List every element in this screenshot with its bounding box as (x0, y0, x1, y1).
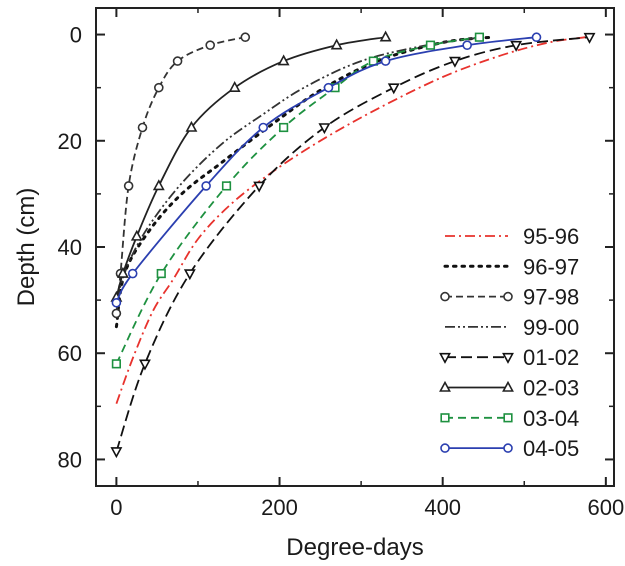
data-point (127, 268, 138, 279)
legend-marker (440, 291, 450, 302)
series-line-95-96 (115, 36, 586, 405)
data-point (201, 181, 211, 191)
data-point (172, 56, 183, 66)
data-point (130, 229, 143, 241)
series-line-01-02 (115, 36, 590, 452)
data-point (474, 32, 485, 42)
series-line-03-04 (115, 36, 480, 365)
data-point (116, 266, 129, 278)
x-axis-ticks: 0 200 400 600 (110, 8, 624, 520)
legend-marker (503, 291, 513, 302)
series-line-96-97 (114, 35, 494, 329)
data-point (323, 82, 334, 93)
legend-marker (440, 413, 450, 423)
series-99-00 (115, 36, 484, 301)
series-layer (110, 30, 596, 459)
data-point (448, 56, 461, 68)
legend-marker (502, 380, 514, 392)
data-point (111, 359, 121, 369)
series-03-04 (111, 32, 485, 369)
legend-marker (503, 413, 513, 423)
legend-label: 95-96 (523, 224, 579, 249)
legend-label: 97-98 (523, 285, 579, 310)
data-point (183, 269, 196, 281)
series-line-04-05 (115, 36, 537, 304)
legend: 95-96 96-97 97-98 99-00 01-02 02-03 03-04 04-05 (439, 224, 579, 461)
data-point (531, 32, 542, 43)
legend-marker (439, 380, 451, 392)
data-point (258, 122, 269, 133)
data-point (387, 83, 400, 95)
data-point (154, 82, 164, 93)
data-point (318, 123, 331, 135)
data-point (253, 181, 266, 193)
legend-marker (440, 443, 450, 453)
data-point (425, 40, 436, 50)
series-line-02-03 (115, 36, 386, 298)
data-point (279, 122, 289, 133)
data-point (185, 120, 198, 132)
y-axis-ticks: 0 20 40 60 80 (58, 23, 614, 472)
data-point (462, 40, 472, 50)
y-axis-label: Depth (cm) (13, 188, 40, 307)
legend-label: 02-03 (523, 376, 579, 401)
legend-label: 04-05 (523, 436, 579, 461)
data-point (277, 54, 290, 66)
data-point (379, 30, 392, 42)
y-tick-label: 80 (58, 447, 82, 472)
x-tick-label: 400 (424, 495, 461, 520)
legend-label: 03-04 (523, 406, 579, 431)
x-tick-label: 0 (110, 495, 122, 520)
x-tick-label: 600 (587, 495, 624, 520)
data-point (110, 447, 123, 459)
data-point (330, 38, 343, 50)
data-point (510, 40, 523, 52)
x-tick-label: 200 (261, 495, 298, 520)
data-point (380, 56, 391, 66)
series-line-99-00 (115, 36, 484, 301)
data-point (221, 181, 232, 191)
data-point (123, 181, 134, 191)
data-point (583, 32, 596, 44)
data-point (156, 268, 166, 279)
data-point (111, 297, 122, 308)
series-04-05 (111, 32, 542, 308)
y-tick-label: 40 (58, 235, 82, 260)
data-point (205, 40, 216, 50)
series-95-96 (115, 36, 586, 405)
legend-marker (502, 352, 514, 364)
data-point (228, 80, 241, 92)
x-axis-label: Degree-days (286, 534, 423, 561)
legend-label: 01-02 (523, 345, 579, 370)
series-01-02 (110, 32, 596, 459)
data-point (137, 122, 148, 133)
legend-label: 99-00 (523, 315, 579, 340)
y-tick-label: 20 (58, 129, 82, 154)
series-96-97 (114, 35, 494, 329)
y-tick-label: 0 (70, 23, 82, 48)
data-point (111, 308, 122, 319)
legend-label: 96-97 (523, 254, 579, 279)
series-line-97-98 (115, 36, 246, 314)
legend-marker (439, 352, 451, 364)
data-point (240, 32, 251, 43)
legend-marker (503, 443, 513, 453)
data-point (139, 359, 151, 371)
y-tick-label: 60 (58, 341, 82, 366)
data-point (152, 179, 165, 191)
series-02-03 (110, 30, 392, 302)
